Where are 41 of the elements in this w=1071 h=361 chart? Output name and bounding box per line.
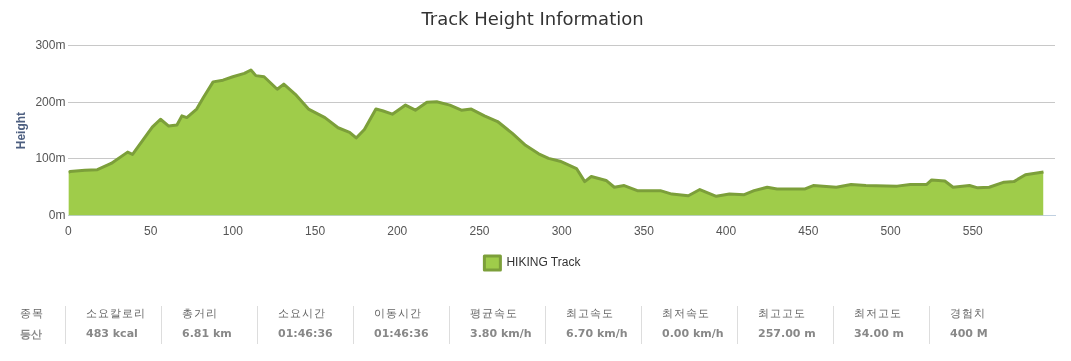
text: 최고속도 — [566, 306, 615, 321]
x-tick-label: 200 — [387, 224, 408, 239]
text: 34.00 m — [854, 327, 906, 340]
text: 최고고도 — [758, 306, 807, 321]
text: 257.00 m — [758, 327, 817, 340]
text: 종목 — [20, 306, 45, 321]
text: 01:46:36 — [374, 327, 430, 340]
y-tick-label: 100m — [35, 151, 66, 166]
x-tick-label: 100 — [222, 224, 244, 239]
x-tick-label: 250 — [469, 224, 490, 239]
legend-label: HIKING Track — [506, 255, 582, 270]
text: 483 kcal — [86, 327, 139, 340]
x-tick-label: 400 — [716, 224, 737, 239]
x-tick-label: 450 — [798, 224, 819, 239]
chart-title: Track Height Information — [420, 8, 644, 30]
x-tick-label: 500 — [880, 224, 901, 239]
x-tick-label: 150 — [305, 224, 326, 239]
text: 소요시간 — [278, 306, 327, 321]
text: 01:46:36 — [278, 327, 334, 340]
text: 최저속도 — [662, 306, 711, 321]
y-axis-title: Height — [13, 111, 28, 150]
x-tick-label: 300 — [551, 224, 573, 239]
y-tick-label: 300m — [35, 37, 66, 52]
text: 0.00 km/h — [662, 327, 725, 340]
text: 소요칼로리 — [86, 306, 147, 321]
x-tick-label: 50 — [143, 224, 158, 239]
text: 최저고도 — [854, 306, 903, 321]
x-tick-label: 550 — [962, 224, 984, 239]
y-tick-label: 0m — [48, 207, 66, 222]
text: 이동시간 — [374, 306, 423, 321]
text: 6.70 km/h — [566, 327, 629, 340]
x-tick-label: 0 — [65, 224, 73, 239]
x-tick-label: 350 — [633, 224, 655, 239]
text: 등산 — [20, 327, 43, 342]
text: 평균속도 — [470, 306, 519, 321]
text: 3.80 km/h — [470, 327, 533, 340]
text: 총거리 — [182, 306, 219, 321]
text: 경험치 — [950, 306, 987, 321]
y-tick-label: 200m — [35, 94, 66, 109]
text: 6.81 km — [182, 327, 233, 340]
text: 400 M — [950, 327, 989, 340]
